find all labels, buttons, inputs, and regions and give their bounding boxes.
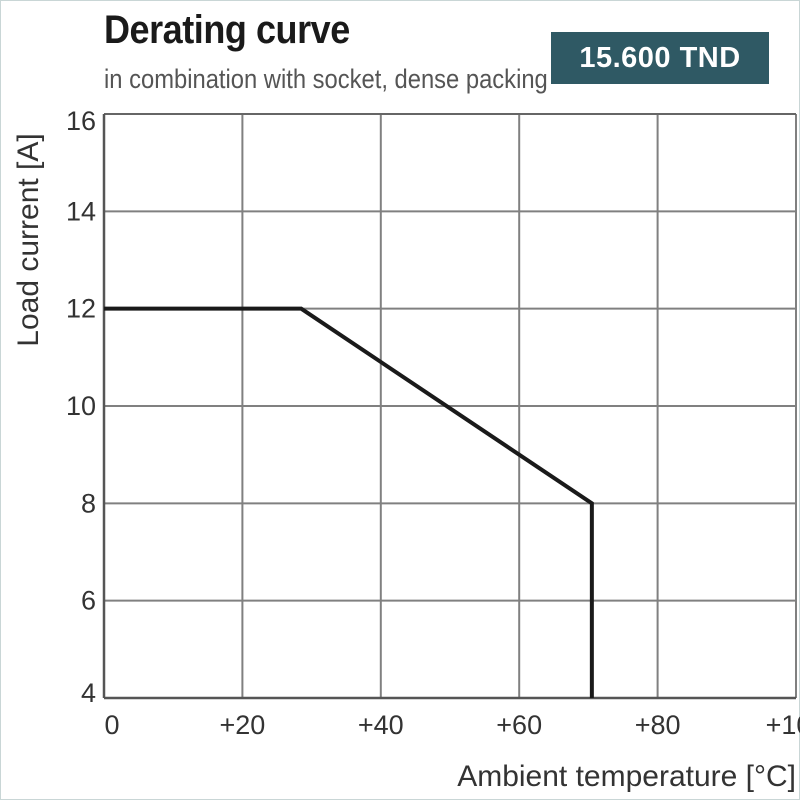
plot-frame xyxy=(102,113,796,700)
x-tick-label-3: +60 xyxy=(496,710,542,740)
x-axis-label: Ambient temperature [°C] xyxy=(457,760,796,793)
y-tick-label-1: 6 xyxy=(81,586,96,616)
series-group xyxy=(103,306,594,699)
x-tick-label-0: 0 xyxy=(104,710,119,740)
y-tick-labels: 4 6 8 10 12 14 16 xyxy=(66,106,96,708)
y-tick-label-5: 14 xyxy=(66,196,96,226)
x-tick-label-4: +80 xyxy=(635,710,681,740)
chart-subtitle: in combination with socket, dense packin… xyxy=(104,64,548,94)
y-tick-label-6: 16 xyxy=(66,106,96,136)
x-tick-label-2: +40 xyxy=(358,710,404,740)
y-tick-label-0: 4 xyxy=(81,678,96,708)
chart-title: Derating curve xyxy=(104,8,350,52)
x-tick-label-1: +20 xyxy=(219,710,265,740)
y-tick-label-4: 12 xyxy=(66,294,96,324)
x-tick-labels: 0 +20 +40 +60 +80 +100 xyxy=(104,710,800,740)
series-line-0 xyxy=(104,306,594,698)
price-badge: 15.600 TND xyxy=(551,32,769,84)
x-tick-label-5: +100 xyxy=(766,710,800,740)
y-tick-label-2: 8 xyxy=(81,488,96,518)
grid-lines xyxy=(104,114,797,698)
y-tick-label-3: 10 xyxy=(66,391,96,421)
y-axis-label: Load current [A] xyxy=(12,133,45,346)
